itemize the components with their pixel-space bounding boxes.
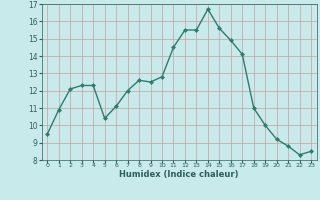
X-axis label: Humidex (Indice chaleur): Humidex (Indice chaleur) [119,170,239,179]
